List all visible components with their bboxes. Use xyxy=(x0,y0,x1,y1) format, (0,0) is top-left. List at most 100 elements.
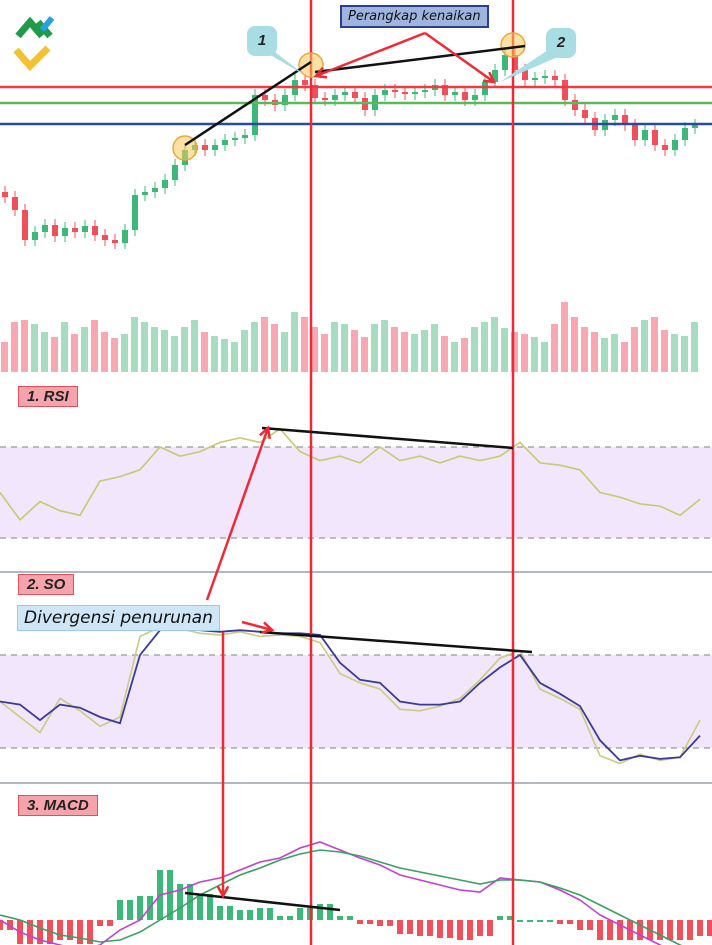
volume-bar xyxy=(91,320,98,372)
candle xyxy=(302,80,308,85)
macd-histogram-bar xyxy=(347,916,353,920)
highlight-circle xyxy=(500,32,526,58)
volume-bar xyxy=(131,317,138,372)
volume-bar xyxy=(651,317,658,372)
volume-bar xyxy=(531,337,538,372)
candle xyxy=(442,85,448,95)
macd-histogram-bar xyxy=(57,920,63,940)
bearish-divergence-label: Divergensi penurunan xyxy=(17,605,220,631)
callout-2: 2 xyxy=(546,28,576,58)
macd-histogram-bar xyxy=(467,920,473,940)
candle xyxy=(412,92,418,94)
candle xyxy=(482,82,488,95)
volume-bar xyxy=(551,324,558,372)
macd-histogram-bar xyxy=(487,920,493,936)
candle xyxy=(652,130,658,145)
macd-histogram-bar xyxy=(397,920,403,934)
macd-histogram-bar xyxy=(457,920,463,940)
volume-bar xyxy=(321,334,328,372)
candle xyxy=(402,92,408,94)
volume-bar xyxy=(441,336,448,372)
macd-histogram-bar xyxy=(277,916,283,920)
candle xyxy=(552,76,558,80)
volume-bar xyxy=(631,327,638,372)
macd-histogram-bar xyxy=(697,920,703,936)
so-band xyxy=(0,655,712,748)
red-arrow xyxy=(241,620,273,632)
candle xyxy=(152,188,158,192)
volume-bar xyxy=(341,324,348,372)
candle xyxy=(212,145,218,150)
volume-bar xyxy=(691,322,698,372)
candle xyxy=(52,225,58,236)
macd-histogram-bar xyxy=(447,920,453,938)
macd-histogram-bar xyxy=(87,920,93,944)
volume-bar xyxy=(371,324,378,372)
macd-panel-label: 3. MACD xyxy=(18,795,98,816)
macd-histogram-bar xyxy=(417,920,423,936)
volume-bar xyxy=(301,317,308,372)
candle xyxy=(662,145,668,150)
candle xyxy=(582,110,588,118)
volume-bar xyxy=(11,322,18,372)
candle xyxy=(252,95,258,135)
volume-bar xyxy=(421,330,428,372)
macd-histogram-bar xyxy=(507,916,513,920)
macd-histogram-bar xyxy=(247,910,253,920)
callout-1: 1 xyxy=(247,26,277,56)
candle xyxy=(232,138,238,140)
volume-bar xyxy=(1,342,8,372)
volume-bar xyxy=(431,324,438,372)
candle xyxy=(492,70,498,82)
trend-line xyxy=(184,891,341,912)
macd-histogram-bar xyxy=(707,920,712,936)
candle xyxy=(12,197,18,210)
macd-histogram-bar xyxy=(117,900,123,920)
macd-histogram-bar xyxy=(7,920,13,930)
macd-histogram-bar xyxy=(657,920,663,940)
macd-histogram-bar xyxy=(497,916,503,920)
macd-histogram-bar xyxy=(217,906,223,920)
macd-histogram-bar xyxy=(207,894,213,920)
volume-bar xyxy=(291,312,298,372)
macd-histogram-bar xyxy=(547,920,553,922)
volume-bar xyxy=(601,338,608,372)
macd-histogram-bar xyxy=(77,920,83,944)
candle xyxy=(112,240,118,243)
candle xyxy=(462,92,468,100)
volume-bar xyxy=(281,332,288,372)
candle xyxy=(572,100,578,110)
candle xyxy=(642,130,648,140)
candle xyxy=(382,90,388,95)
volume-bar xyxy=(451,342,458,372)
macd-histogram-bar xyxy=(577,920,583,930)
volume-bar xyxy=(381,320,388,372)
macd-histogram-bar xyxy=(477,920,483,936)
candle xyxy=(142,192,148,195)
candle xyxy=(392,90,398,92)
volume-bar xyxy=(611,334,618,372)
volume-bar xyxy=(571,317,578,372)
candle xyxy=(32,232,38,240)
volume-bar xyxy=(491,317,498,372)
macd-histogram-bar xyxy=(367,920,373,924)
volume-bar xyxy=(221,339,228,372)
logo xyxy=(12,14,54,74)
macd-histogram-bar xyxy=(97,920,103,926)
candle xyxy=(262,95,268,100)
arrow-head xyxy=(313,66,328,79)
macd-histogram-bar xyxy=(27,920,33,944)
volume-bar xyxy=(161,330,168,372)
volume-bar xyxy=(121,334,128,372)
arrow-head xyxy=(261,621,275,634)
volume-bar xyxy=(511,332,518,372)
macd-histogram-bar xyxy=(427,920,433,936)
candle xyxy=(282,95,288,105)
volume-bar xyxy=(81,327,88,372)
candle xyxy=(222,140,228,145)
volume-bar xyxy=(31,324,38,372)
volume-bar xyxy=(681,336,688,372)
volume-bar xyxy=(201,332,208,372)
macd-histogram-bar xyxy=(107,920,113,926)
macd-histogram-bar xyxy=(617,920,623,940)
